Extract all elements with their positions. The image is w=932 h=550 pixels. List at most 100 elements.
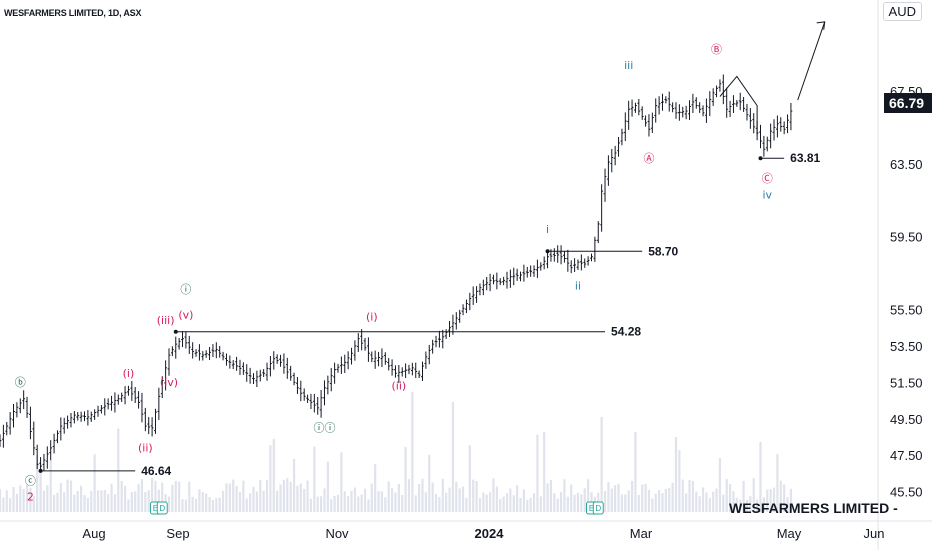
event-marker-label: D bbox=[159, 504, 165, 513]
volume-bar bbox=[728, 484, 732, 512]
y-tick-label: 53.50 bbox=[890, 339, 923, 354]
volume-bar bbox=[580, 494, 583, 512]
volume-bar bbox=[370, 483, 373, 512]
x-tick-label: Aug bbox=[82, 526, 105, 541]
volume-bar bbox=[151, 478, 154, 512]
volume-bar bbox=[725, 479, 728, 512]
volume-bar bbox=[428, 454, 431, 512]
volume-bar bbox=[455, 481, 458, 512]
volume-bar bbox=[299, 483, 302, 512]
volume-bar bbox=[367, 499, 370, 512]
volume-bar bbox=[644, 483, 647, 512]
volume-bar bbox=[191, 496, 194, 512]
volume-bar bbox=[468, 445, 471, 512]
volume-bar bbox=[587, 479, 590, 512]
volume-bar bbox=[52, 494, 56, 512]
volume-bar bbox=[536, 434, 539, 512]
volume-bar bbox=[658, 490, 661, 512]
level-label: 54.28 bbox=[611, 325, 641, 339]
volume-bar bbox=[576, 492, 580, 512]
volume-bar bbox=[167, 496, 171, 512]
volume-bar bbox=[607, 482, 610, 512]
volume-bar bbox=[712, 491, 715, 512]
volume-bar bbox=[384, 497, 387, 512]
volume-bar bbox=[56, 492, 59, 512]
volume-bar bbox=[762, 497, 765, 512]
currency-button[interactable]: AUD bbox=[882, 2, 922, 21]
volume-bar bbox=[414, 495, 417, 512]
volume-bar bbox=[695, 491, 698, 512]
wave-label: ii bbox=[575, 280, 581, 293]
wave-label: (iv) bbox=[160, 376, 178, 389]
volume-bar bbox=[188, 481, 191, 512]
volume-bar bbox=[671, 482, 674, 512]
volume-bar bbox=[93, 454, 96, 512]
x-tick-label: Nov bbox=[325, 526, 349, 541]
wave-label: i bbox=[546, 223, 549, 236]
x-tick-label: 2024 bbox=[475, 526, 505, 541]
volume-bar bbox=[786, 497, 789, 512]
volume-bar bbox=[320, 496, 323, 512]
volume-bar bbox=[161, 482, 164, 512]
volume-bar bbox=[59, 482, 62, 512]
volume-bar bbox=[296, 485, 299, 512]
volume-bar bbox=[749, 495, 752, 512]
volume-bar bbox=[137, 483, 140, 512]
volume-bar bbox=[742, 480, 745, 512]
volume-bar bbox=[705, 492, 708, 512]
volume-bar bbox=[347, 496, 350, 512]
volume-bar bbox=[647, 490, 651, 512]
level-anchor-dot bbox=[758, 156, 763, 161]
volume-bar bbox=[205, 493, 208, 512]
volume-bar bbox=[194, 498, 198, 512]
wave-label: Ⓑ bbox=[711, 43, 722, 56]
volume-bar bbox=[100, 490, 103, 512]
volume-bar bbox=[404, 447, 407, 512]
volume-bar bbox=[783, 484, 786, 512]
volume-bar bbox=[309, 498, 313, 512]
volume-bar bbox=[360, 494, 363, 512]
volume-bar bbox=[103, 490, 106, 512]
volume-bar bbox=[458, 488, 461, 512]
volume-bar bbox=[353, 487, 356, 512]
wave-label: 2 bbox=[27, 491, 34, 504]
wave-label: iv bbox=[762, 188, 772, 201]
volume-bar bbox=[685, 493, 688, 512]
volume-bar bbox=[451, 402, 455, 512]
volume-bar bbox=[614, 485, 617, 512]
volume-bar bbox=[674, 437, 678, 512]
volume-bar bbox=[651, 498, 654, 512]
volume-bar bbox=[313, 446, 316, 512]
volume-bar bbox=[583, 488, 586, 512]
level-label: 58.70 bbox=[648, 244, 678, 258]
volume-bar bbox=[634, 432, 637, 512]
triangle-pattern bbox=[719, 75, 758, 135]
x-tick-label: Jun bbox=[864, 526, 885, 541]
volume-bar bbox=[73, 494, 76, 512]
volume-bar bbox=[546, 483, 549, 512]
volume-bar bbox=[529, 497, 532, 512]
volume-bar bbox=[688, 480, 691, 512]
volume-bar bbox=[330, 499, 333, 512]
volume-bar bbox=[289, 481, 292, 512]
wave-label: ⓒ bbox=[25, 474, 36, 487]
wave-label: Ⓒ bbox=[762, 172, 773, 185]
volume-bar bbox=[63, 492, 66, 512]
volume-bar bbox=[120, 481, 123, 512]
volume-bar bbox=[522, 489, 525, 512]
volume-bar bbox=[472, 479, 475, 512]
volume-bar bbox=[461, 486, 465, 512]
volume-bar bbox=[502, 496, 505, 512]
volume-bar bbox=[198, 489, 201, 512]
volume-bar bbox=[776, 454, 779, 512]
volume-bar bbox=[46, 485, 49, 512]
volume-bar bbox=[519, 497, 522, 512]
volume-bar bbox=[134, 491, 137, 512]
volume-bar bbox=[86, 498, 89, 512]
volume-bar bbox=[39, 463, 42, 512]
volume-bar bbox=[259, 480, 262, 512]
wave-label: (ii) bbox=[391, 380, 406, 393]
level-anchor-dot bbox=[173, 329, 178, 334]
y-tick-label: 47.50 bbox=[890, 448, 923, 463]
